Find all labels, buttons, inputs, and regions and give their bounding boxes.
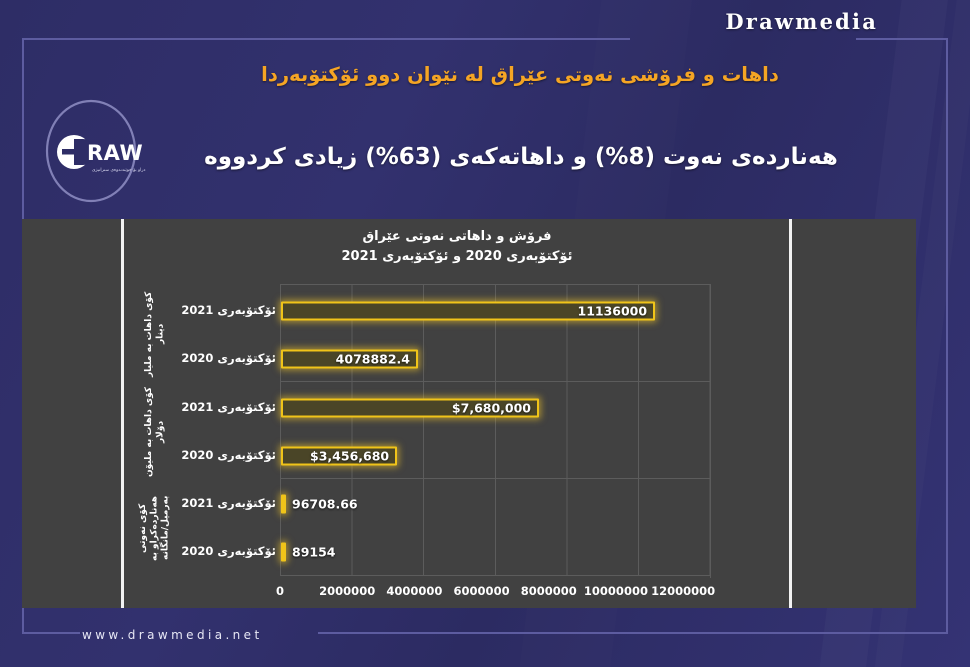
bar: [281, 301, 656, 321]
frame-bottom-left-rule: [22, 632, 80, 634]
category-label: ئۆکتۆبەری 2021: [181, 399, 276, 414]
panel-right-rule: [789, 219, 792, 608]
frame-bottom-right-rule: [318, 632, 948, 634]
logo-d-mark: [57, 135, 96, 169]
group-label-axis: کۆی داهات بە ملیار دینار کۆی داهات بە ملی…: [132, 284, 178, 576]
frame-top-left-rule: [22, 38, 630, 40]
group-axis-label: کۆی داهات بە ملیۆن دۆلار: [132, 384, 178, 480]
group-axis-label: کۆی داهات بە ملیار دینار: [132, 286, 178, 382]
x-tick-label: 2000000: [319, 584, 376, 598]
group-axis-label-text: کۆی داهات بە ملیار دینار: [143, 291, 165, 377]
bar: [281, 398, 539, 417]
group-axis-label-text: کۆی نەوتی هەناردەکراو بە بەرمیل/مانگانە: [138, 495, 171, 561]
bar: [281, 542, 286, 562]
panel-left-rule: [121, 219, 124, 608]
website-url: www.drawmedia.net: [82, 628, 263, 642]
chart-title-line1: فرۆش و داهاتی نەوتی عێراق: [362, 229, 552, 244]
page-subheadline: هەناردەی نەوت (8%) و داهاتەکەی (63%) زیا…: [204, 144, 838, 170]
chart-title-line2: ئۆکتۆبەری 2020 و ئۆکتۆبەری 2021: [341, 248, 573, 264]
bar: [281, 349, 419, 369]
plot-area: 11136000 4078882.4 $7,680,000 $3,456,680 967…: [280, 284, 711, 578]
chart-panel: فرۆش و داهاتی نەوتی عێراق ئۆکتۆبەری 2020…: [22, 219, 916, 608]
plot-wrapper: کۆی داهات بە ملیار دینار کۆی داهات بە ملی…: [132, 284, 782, 604]
bar-value-label: 96708.66: [292, 496, 358, 512]
group-axis-label-text: کۆی داهات بە ملیۆن دۆلار: [143, 387, 165, 477]
svg-text:RAW: RAW: [87, 141, 143, 165]
brand-wordmark: Drawmedia: [725, 9, 878, 34]
frame-top-right-rule: [856, 38, 948, 40]
svg-text:دراو بۆ خوێندنەوەی ستراتیژی: دراو بۆ خوێندنەوەی ستراتیژی: [92, 168, 145, 173]
category-label-axis: ئۆکتۆبەری 2021 ئۆکتۆبەری 2020 ئۆکتۆبەری 20…: [178, 284, 280, 576]
category-label: ئۆکتۆبەری 2020: [181, 544, 276, 558]
category-label: ئۆکتۆبەری 2020: [181, 351, 276, 365]
category-label: ئۆکتۆبەری 2021: [181, 496, 276, 510]
bar: [281, 446, 398, 465]
group-axis-label: کۆی نەوتی هەناردەکراو بە بەرمیل/مانگانە: [132, 480, 178, 576]
category-label: ئۆکتۆبەری 2020: [181, 447, 276, 462]
x-tick-label: 8000000: [520, 584, 577, 598]
category-label: ئۆکتۆبەری 2021: [181, 303, 276, 317]
x-tick-label: 0: [275, 584, 285, 598]
draw-logo: RAW دراو بۆ خوێندنەوەی ستراتیژی: [32, 97, 150, 205]
bar: [281, 494, 286, 514]
x-tick-label: 4000000: [386, 584, 443, 598]
x-tick-label: 12000000: [651, 584, 716, 598]
frame-right-border: [946, 38, 948, 634]
chart-title: فرۆش و داهاتی نەوتی عێراق ئۆکتۆبەری 2020…: [132, 227, 782, 266]
page-headline: داهات و فرۆشی نەوتی عێراق لە نێوان دوو ئ…: [261, 63, 779, 86]
x-axis-ticks: 0 2000000 4000000 6000000 8000000 10000000 120…: [276, 580, 715, 604]
x-tick-label: 10000000: [583, 584, 648, 598]
plot-right-edge: [710, 284, 711, 578]
bar-value-label: 89154: [292, 544, 336, 560]
x-tick-label: 6000000: [453, 584, 510, 598]
